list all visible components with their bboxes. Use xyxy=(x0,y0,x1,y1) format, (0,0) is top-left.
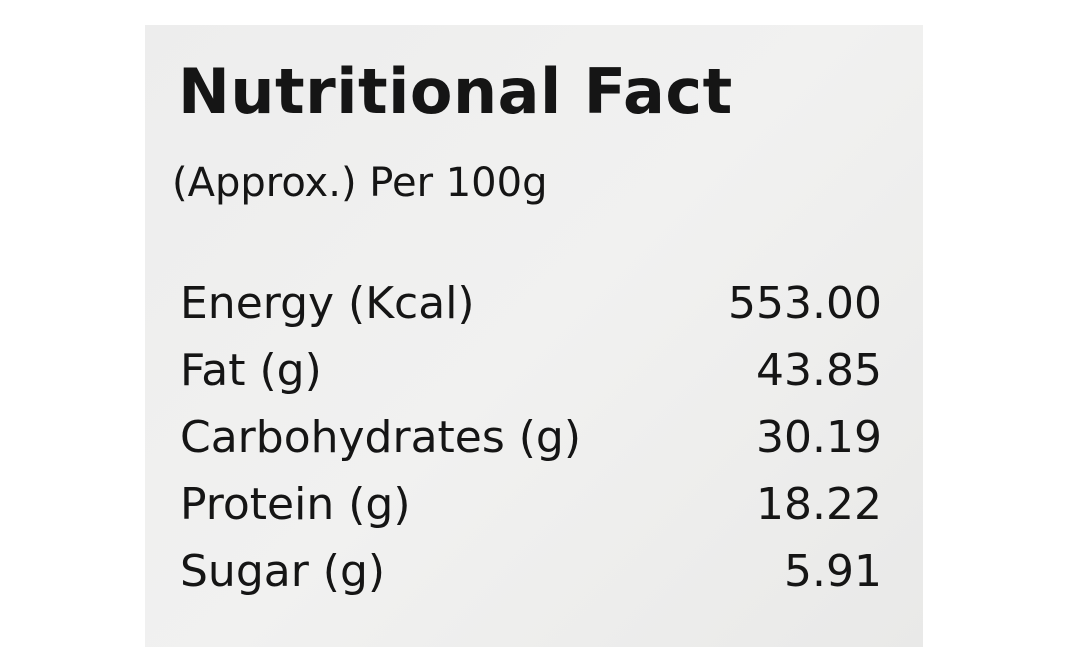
nutrition-row: Fat (g) 43.85 xyxy=(180,345,882,412)
nutrition-row: Energy (Kcal) 553.00 xyxy=(180,278,882,345)
nutrient-value: 30.19 xyxy=(756,412,882,463)
nutrient-value: 18.22 xyxy=(756,479,882,530)
nutrient-value: 553.00 xyxy=(728,278,882,329)
nutrient-name: Sugar (g) xyxy=(180,546,386,597)
label-panel: Nutritional Fact (Approx.) Per 100g Ener… xyxy=(145,25,923,647)
nutrient-value: 43.85 xyxy=(756,345,882,396)
nutrition-row: Carbohydrates (g) 30.19 xyxy=(180,412,882,479)
nutrition-table: Energy (Kcal) 553.00 Fat (g) 43.85 Carbohydr… xyxy=(180,278,882,613)
nutrient-name: Carbohydrates (g) xyxy=(180,412,582,463)
nutrient-name: Fat (g) xyxy=(180,345,322,396)
nutrition-row: Sugar (g) 5.91 xyxy=(180,546,882,613)
nutrient-value: 5.91 xyxy=(784,546,882,597)
nutrient-name: Energy (Kcal) xyxy=(180,278,475,329)
title: Nutritional Fact xyxy=(178,55,733,128)
subtitle: (Approx.) Per 100g xyxy=(172,160,548,206)
nutrient-name: Protein (g) xyxy=(180,479,411,530)
nutrition-row: Protein (g) 18.22 xyxy=(180,479,882,546)
